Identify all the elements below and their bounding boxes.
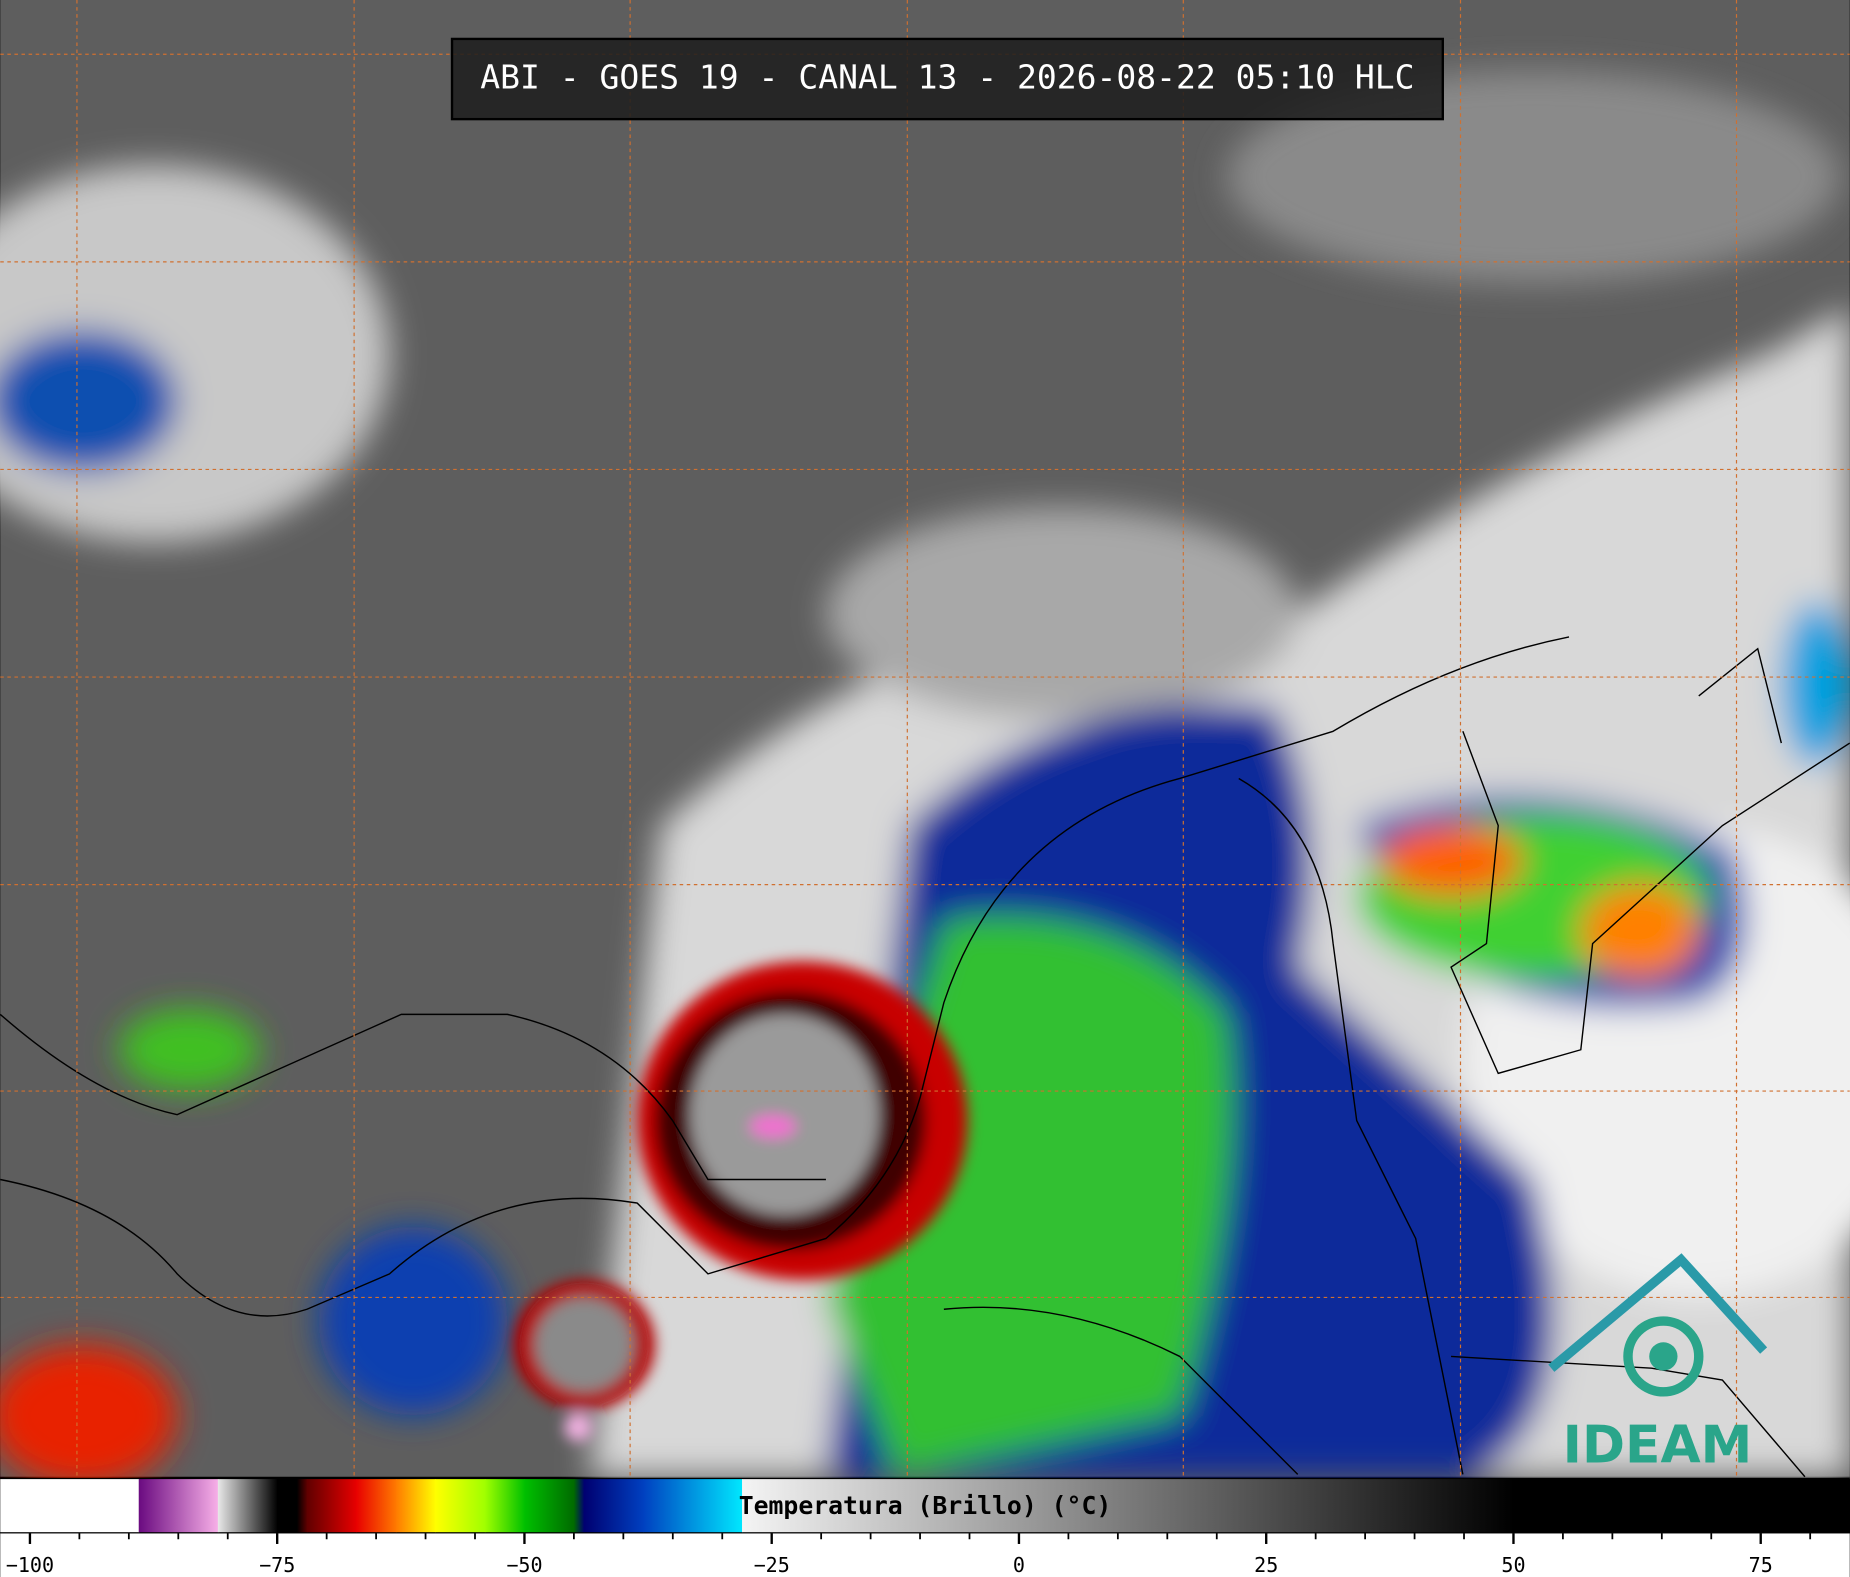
- colorbar-segment: [0, 1479, 140, 1533]
- graticule: [0, 0, 1850, 1477]
- map: ABI - GOES 19 - CANAL 13 - 2026-08-22 05…: [0, 0, 1850, 1487]
- tick-label: −50: [506, 1553, 542, 1577]
- tick-label: 75: [1749, 1553, 1773, 1577]
- colorbar: Temperatura (Brillo) (°C) −100 −75 −50 −25 0 2…: [0, 1477, 1850, 1577]
- colorbar-segment: [742, 1479, 1515, 1533]
- colorbar-segment: [356, 1479, 397, 1533]
- tick-label: −100: [6, 1553, 54, 1577]
- colorbar-segment: [277, 1479, 298, 1533]
- colorbar-segment: [1513, 1479, 1850, 1533]
- colorbar-segment: [524, 1479, 575, 1533]
- colorbar-segment: [217, 1479, 278, 1533]
- title-box: [450, 37, 1444, 121]
- colorbar-segment: [643, 1479, 743, 1533]
- colorbar-segment: [138, 1479, 219, 1533]
- title: ABI - GOES 19 - CANAL 13 - 2026-08-22 05…: [480, 58, 1414, 97]
- tick-label: −25: [754, 1553, 790, 1577]
- storm: [513, 961, 968, 1442]
- tick-background: [0, 1533, 1850, 1577]
- colorbar-segment: [484, 1479, 526, 1533]
- colorbar-segment: [296, 1479, 308, 1533]
- colorbar-segment: [573, 1479, 585, 1533]
- logo-text: IDEAM: [1563, 1415, 1753, 1475]
- tick-label: 50: [1501, 1553, 1525, 1577]
- colorbar-segment: [435, 1479, 486, 1533]
- colorbar-segment: [395, 1479, 437, 1533]
- colorbar-segment: [306, 1479, 357, 1533]
- tick-label: 25: [1254, 1553, 1278, 1577]
- colorbar-segment: [583, 1479, 644, 1533]
- colorbar-label: Temperatura (Brillo) (°C): [739, 1491, 1112, 1520]
- tick-label: −75: [259, 1553, 295, 1577]
- logo: IDEAM: [1548, 1253, 1768, 1475]
- tick-label: 0: [1013, 1553, 1025, 1577]
